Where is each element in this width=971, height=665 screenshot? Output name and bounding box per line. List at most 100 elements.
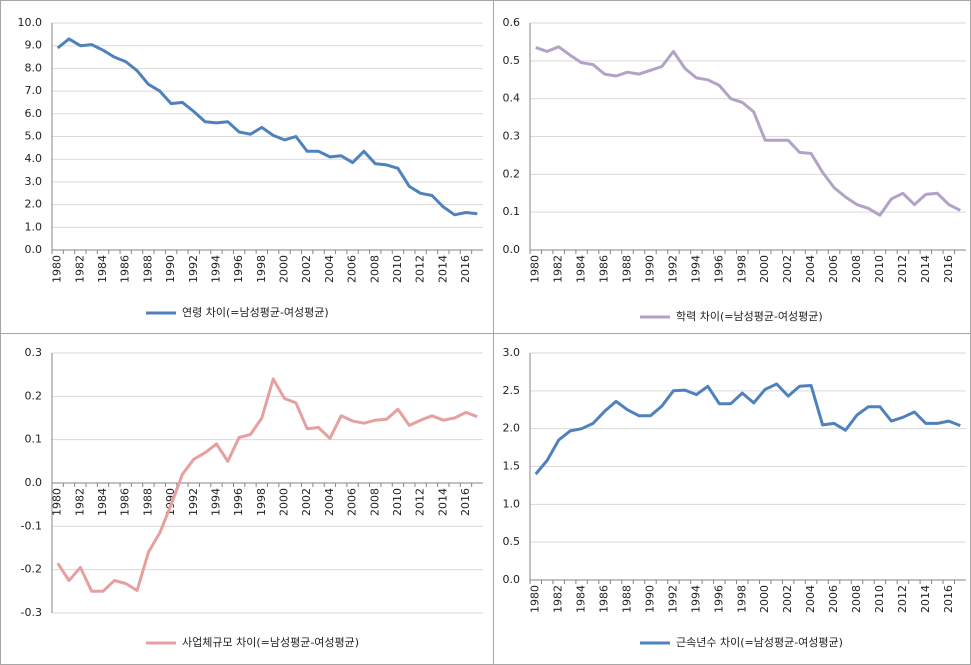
x-tick-label: 1986 <box>119 255 132 283</box>
x-tick-label: 2012 <box>896 585 909 613</box>
x-tick-label: 2006 <box>827 585 840 613</box>
x-tick-label: 1992 <box>666 585 679 613</box>
x-tick-label: 1998 <box>255 488 268 516</box>
legend-label: 학력 차이(=남성평균-여성평균) <box>676 310 823 323</box>
x-tick-label: 1980 <box>51 255 64 283</box>
x-tick-label: 2004 <box>323 255 336 283</box>
x-tick-label: 2008 <box>850 585 863 613</box>
y-tick-label: 0.5 <box>503 535 521 548</box>
x-tick-label: 2012 <box>896 255 909 283</box>
y-tick-label: 2.0 <box>25 198 43 211</box>
y-tick-label: 1.0 <box>25 220 43 233</box>
x-tick-label: 2012 <box>414 255 427 283</box>
y-tick-label: 9.0 <box>25 39 43 52</box>
x-tick-label: 2016 <box>942 585 955 613</box>
x-tick-label: 1980 <box>529 585 542 613</box>
y-tick-label: 0.2 <box>503 167 521 180</box>
y-tick-label: 0.1 <box>503 205 521 218</box>
y-tick-label: -0.2 <box>21 563 42 576</box>
x-tick-label: 1986 <box>598 255 611 283</box>
x-tick-label: 2010 <box>873 585 886 613</box>
x-tick-label: 1992 <box>187 488 200 516</box>
y-tick-label: 1.0 <box>503 497 521 510</box>
x-tick-label: 2014 <box>919 585 932 613</box>
x-tick-label: 2004 <box>323 488 336 516</box>
x-tick-label: 2006 <box>827 255 840 283</box>
x-tick-label: 2002 <box>781 255 794 283</box>
x-tick-label: 2000 <box>278 255 291 283</box>
legend-label: 근속년수 차이(=남성평균-여성평균) <box>676 636 843 649</box>
x-tick-label: 1984 <box>96 255 109 283</box>
series-line <box>56 37 478 217</box>
y-tick-label: 2.5 <box>503 384 521 397</box>
x-tick-label: 2002 <box>781 585 794 613</box>
x-tick-label: 1998 <box>735 585 748 613</box>
x-tick-label: 2016 <box>459 488 472 516</box>
x-tick-label: 2014 <box>919 255 932 283</box>
x-tick-label: 1996 <box>232 255 245 283</box>
x-tick-label: 1994 <box>689 255 702 283</box>
x-tick-label: 1994 <box>209 488 222 516</box>
y-tick-label: 0.1 <box>25 433 43 446</box>
x-tick-label: 1992 <box>187 255 200 283</box>
y-tick-label: 0.5 <box>503 54 521 67</box>
x-tick-label: 1994 <box>689 585 702 613</box>
x-tick-label: 1984 <box>575 255 588 283</box>
y-tick-label: 0.0 <box>25 243 43 256</box>
x-tick-label: 2010 <box>873 255 886 283</box>
y-tick-label: 3.0 <box>503 346 521 359</box>
y-tick-label: -0.3 <box>21 606 42 619</box>
x-tick-label: 2006 <box>346 488 359 516</box>
x-tick-label: 1990 <box>164 255 177 283</box>
y-tick-label: 4.0 <box>25 152 43 165</box>
y-tick-label: 0.0 <box>25 476 43 489</box>
legend-label: 사업체규모 차이(=남성평균-여성평균) <box>182 636 359 649</box>
y-tick-label: 0.2 <box>25 389 43 402</box>
x-tick-label: 1982 <box>552 255 565 283</box>
x-tick-label: 2008 <box>368 488 381 516</box>
x-tick-label: 1996 <box>712 585 725 613</box>
x-tick-label: 2000 <box>758 255 771 283</box>
x-tick-label: 2008 <box>850 255 863 283</box>
x-tick-label: 1990 <box>643 255 656 283</box>
x-tick-label: 2008 <box>368 255 381 283</box>
series-line <box>534 382 961 476</box>
x-tick-label: 1980 <box>51 488 64 516</box>
x-tick-label: 1988 <box>141 488 154 516</box>
x-tick-label: 1996 <box>712 255 725 283</box>
legend-label: 연령 차이(=남성평균-여성평균) <box>182 306 329 319</box>
x-tick-label: 1988 <box>621 255 634 283</box>
x-tick-label: 2010 <box>391 488 404 516</box>
x-tick-label: 1982 <box>73 488 86 516</box>
y-tick-label: 5.0 <box>25 130 43 143</box>
x-tick-label: 1992 <box>666 255 679 283</box>
y-tick-label: 0.4 <box>503 92 521 105</box>
y-tick-label: 0.3 <box>25 346 43 359</box>
x-tick-label: 1990 <box>643 585 656 613</box>
x-tick-label: 2002 <box>300 255 313 283</box>
y-tick-label: 8.0 <box>25 61 43 74</box>
x-tick-label: 2002 <box>300 488 313 516</box>
y-tick-label: 2.0 <box>503 422 521 435</box>
x-tick-label: 1994 <box>209 255 222 283</box>
x-tick-label: 1998 <box>255 255 268 283</box>
x-tick-label: 1984 <box>96 488 109 516</box>
x-tick-label: 2010 <box>391 255 404 283</box>
series-line <box>56 377 478 593</box>
y-tick-label: 0.3 <box>503 130 521 143</box>
x-tick-label: 2014 <box>436 255 449 283</box>
x-tick-label: 2004 <box>804 585 817 613</box>
x-tick-label: 1988 <box>141 255 154 283</box>
y-tick-label: 6.0 <box>25 107 43 120</box>
x-tick-label: 1998 <box>735 255 748 283</box>
x-tick-label: 2000 <box>278 488 291 516</box>
x-tick-label: 1996 <box>232 488 245 516</box>
series-line <box>535 45 961 217</box>
x-tick-label: 1980 <box>529 255 542 283</box>
x-tick-label: 2014 <box>436 488 449 516</box>
x-tick-label: 2004 <box>804 255 817 283</box>
x-tick-label: 2000 <box>758 585 771 613</box>
x-tick-label: 1986 <box>119 488 132 516</box>
x-tick-label: 1984 <box>575 585 588 613</box>
